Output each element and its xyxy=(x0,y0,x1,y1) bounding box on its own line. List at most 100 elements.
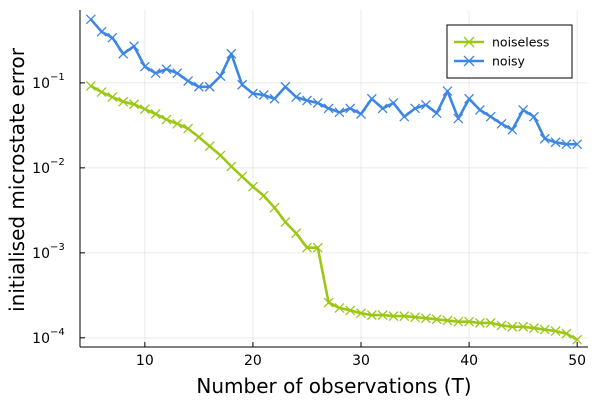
data-point xyxy=(226,48,237,59)
y-tick-label: 10 xyxy=(32,76,50,92)
y-tick-label: 10 xyxy=(32,331,50,347)
axes xyxy=(79,10,588,348)
data-point xyxy=(172,118,183,129)
data-point xyxy=(420,99,431,110)
legend-marker-noiseless xyxy=(463,36,475,48)
data-point xyxy=(247,88,258,99)
data-point xyxy=(215,150,226,161)
data-point xyxy=(485,317,496,328)
data-point xyxy=(280,217,291,228)
data-point xyxy=(485,111,496,122)
data-point xyxy=(161,114,172,125)
data-point xyxy=(507,321,518,332)
data-point xyxy=(302,95,312,106)
x-tick-label: 20 xyxy=(244,353,262,369)
data-point xyxy=(323,297,334,308)
data-point xyxy=(518,104,529,115)
legend-marker-noisy xyxy=(463,55,475,67)
data-point xyxy=(85,80,96,91)
data-point xyxy=(215,71,226,82)
y-tick-label: 10 xyxy=(32,161,50,177)
data-point xyxy=(442,86,453,97)
data-point xyxy=(550,137,561,148)
data-point xyxy=(247,181,258,192)
x-axis-title: Number of observations (T) xyxy=(196,374,471,398)
legend-label-noisy: noisy xyxy=(492,54,526,69)
data-point xyxy=(269,93,280,104)
data-point xyxy=(496,320,507,331)
data-point xyxy=(204,141,215,152)
data-point xyxy=(464,316,475,327)
data-point xyxy=(150,109,161,119)
data-point xyxy=(399,311,410,322)
data-point xyxy=(291,92,302,103)
data-point xyxy=(572,139,583,150)
y-tick-label: 10 xyxy=(32,246,50,262)
data-point xyxy=(302,242,312,253)
y-tick-exponent: −2 xyxy=(50,157,65,168)
data-point xyxy=(237,171,248,182)
data-point xyxy=(334,302,345,313)
data-point xyxy=(204,81,215,92)
data-point xyxy=(183,123,194,134)
data-point xyxy=(420,313,431,324)
data-point xyxy=(107,32,118,43)
data-point xyxy=(377,310,388,321)
data-point xyxy=(474,104,485,115)
grid xyxy=(80,10,588,347)
data-point xyxy=(193,81,204,92)
data-point xyxy=(269,202,280,213)
data-point xyxy=(431,314,442,325)
data-point xyxy=(85,14,96,25)
data-point xyxy=(528,111,539,122)
data-point xyxy=(280,81,291,92)
x-ticks: 10 20 30 40 50 xyxy=(136,342,586,369)
data-point xyxy=(258,190,269,201)
data-point xyxy=(345,103,356,114)
data-point xyxy=(193,132,204,143)
data-point xyxy=(410,312,421,323)
data-point xyxy=(550,326,561,337)
series xyxy=(85,14,583,345)
data-point xyxy=(96,26,107,37)
legend-box xyxy=(446,24,573,79)
data-point xyxy=(183,76,194,87)
data-point xyxy=(172,68,183,79)
data-point xyxy=(496,118,507,129)
data-point xyxy=(334,107,345,118)
y-tick-exponent: −1 xyxy=(50,72,65,83)
data-point xyxy=(366,93,377,104)
data-point xyxy=(345,305,356,316)
series-line-noiseless xyxy=(90,84,578,341)
data-point xyxy=(107,92,118,103)
data-point xyxy=(366,310,377,321)
x-tick-label: 30 xyxy=(352,353,370,369)
data-point xyxy=(474,317,485,328)
y-tick-exponent: −4 xyxy=(50,327,65,338)
data-point xyxy=(356,308,366,319)
data-point xyxy=(258,90,269,100)
data-point xyxy=(312,98,323,108)
data-point xyxy=(464,93,475,104)
data-point xyxy=(356,109,366,119)
series-noisy xyxy=(85,14,583,150)
series-line-noisy xyxy=(89,18,578,146)
data-point xyxy=(312,242,323,253)
data-point xyxy=(561,328,572,339)
series-noiseless xyxy=(85,80,583,345)
data-point xyxy=(539,133,550,144)
data-point xyxy=(226,161,237,172)
data-point xyxy=(139,104,150,115)
data-point xyxy=(399,111,410,122)
data-point xyxy=(139,61,150,72)
data-point xyxy=(323,103,334,114)
data-point xyxy=(561,139,572,150)
y-ticks: 10−410−310−210−1 xyxy=(32,72,85,347)
data-point xyxy=(442,315,453,326)
data-point xyxy=(377,103,388,114)
y-tick-exponent: −3 xyxy=(50,242,65,253)
data-point xyxy=(410,103,421,114)
data-point xyxy=(161,64,172,75)
data-point xyxy=(539,324,550,335)
